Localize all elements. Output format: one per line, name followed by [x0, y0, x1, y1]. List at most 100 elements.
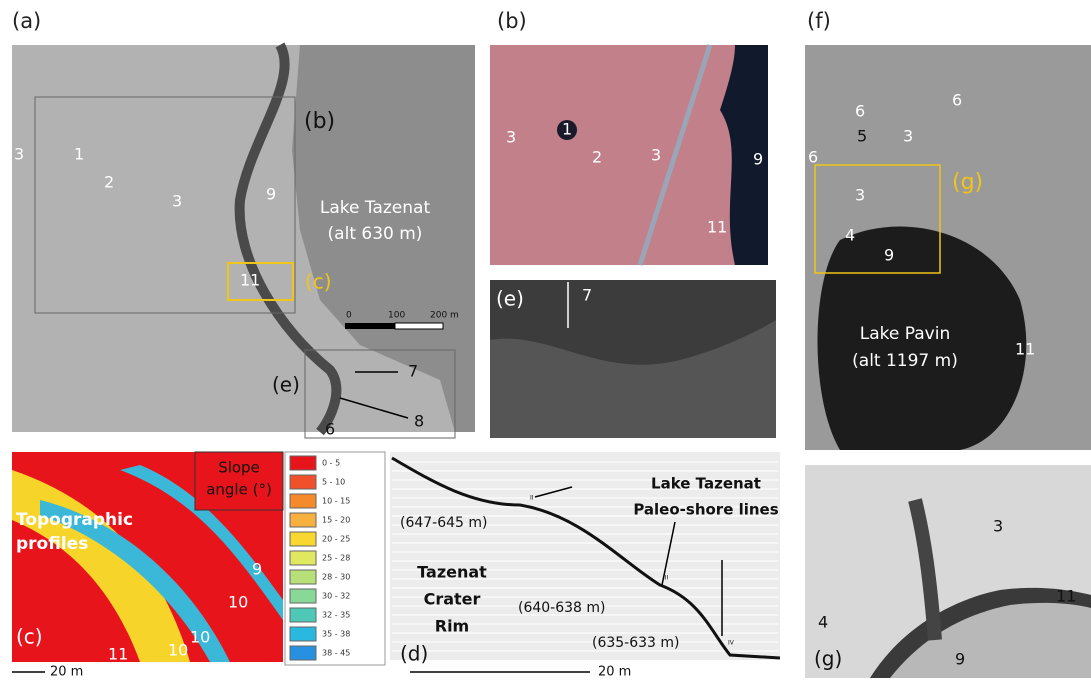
- label: Tazenat: [417, 563, 487, 582]
- lake: [292, 45, 475, 432]
- label: 3: [651, 146, 661, 165]
- legend-swatch: [289, 550, 317, 566]
- label: III: [663, 575, 669, 582]
- label: 6: [952, 91, 962, 110]
- label: 6: [325, 420, 335, 439]
- label: (d): [400, 642, 428, 666]
- profile-plot: [390, 452, 780, 660]
- label: 11: [240, 271, 260, 290]
- label: (c): [305, 270, 332, 294]
- label: 11: [707, 218, 727, 237]
- label: (635-633 m): [592, 635, 680, 651]
- scale-label: 0: [346, 311, 352, 321]
- legend-swatch: [289, 607, 317, 623]
- label: 9: [252, 560, 262, 579]
- panel-label: (a): [12, 9, 41, 33]
- panel-label: (f): [807, 9, 831, 33]
- slope-band: [40, 500, 230, 662]
- legend-label: 30 - 32: [322, 592, 350, 601]
- scale-label: 20 m: [50, 665, 83, 679]
- label: 3: [855, 186, 865, 205]
- label: (alt 630 m): [328, 224, 423, 244]
- label: 2: [592, 148, 602, 167]
- label: 6: [808, 148, 818, 167]
- legend-swatch: [289, 645, 317, 661]
- label: 10: [168, 641, 188, 660]
- scale-label: 200 m: [430, 311, 459, 321]
- label: (c): [16, 625, 43, 649]
- label: (e): [496, 287, 524, 311]
- road: [637, 44, 713, 266]
- label: 11: [1015, 340, 1035, 359]
- label: 11: [1056, 587, 1076, 606]
- lake: [720, 45, 768, 265]
- legend-swatch: [289, 455, 317, 471]
- label: 6: [855, 102, 865, 121]
- legend-swatch: [289, 531, 317, 547]
- legend-title-box: [194, 451, 284, 511]
- label: 8: [414, 412, 424, 431]
- label: 1: [74, 145, 84, 164]
- label: angle (°): [206, 481, 272, 499]
- label: Topographic: [16, 510, 133, 530]
- label: 9: [955, 650, 965, 669]
- scale-bar: [345, 323, 395, 329]
- label: 3: [172, 192, 182, 211]
- label: 9: [753, 150, 763, 169]
- legend-swatch: [289, 512, 317, 528]
- legend-label: 32 - 35: [322, 611, 350, 620]
- arrow: [661, 521, 676, 586]
- legend-label: 5 - 10: [322, 478, 345, 487]
- photo: [490, 45, 768, 265]
- label: Paleo-shore lines: [633, 501, 778, 519]
- label: 7: [582, 286, 592, 305]
- box: [304, 349, 456, 439]
- legend-label: 35 - 38: [322, 630, 350, 639]
- gully: [908, 498, 942, 641]
- label: (647-645 m): [400, 515, 488, 531]
- label: (g): [814, 647, 842, 671]
- label: 4: [818, 613, 828, 632]
- label: 3: [993, 517, 1003, 536]
- label: Slope: [218, 459, 260, 477]
- legend-items: 0 - 5 5 - 10 10 - 15 15 - 20 20 - 25 25 - 28 2…: [289, 455, 350, 661]
- label: 10: [228, 593, 248, 612]
- lake: [890, 602, 1091, 678]
- legend-label: 25 - 28: [322, 554, 350, 563]
- labels-a: 3 1 2 3 (b) 9 Lake Tazenat (alt 630 m) 1…: [14, 109, 430, 439]
- scale-bar: [394, 322, 444, 330]
- label: 9: [266, 185, 276, 204]
- label: 4: [845, 226, 855, 245]
- label: (640-638 m): [518, 600, 606, 616]
- label: IV: [728, 640, 735, 647]
- lake: [817, 226, 1027, 450]
- box: [814, 164, 941, 274]
- legend-label: 0 - 5: [322, 459, 340, 468]
- label: 11: [108, 645, 128, 664]
- legend-label: 15 - 20: [322, 516, 350, 525]
- legend-swatch: [289, 626, 317, 642]
- grid: [392, 461, 778, 652]
- label: 2: [104, 173, 114, 192]
- profiles: [391, 456, 781, 660]
- legend-label: 20 - 25: [322, 535, 350, 544]
- legend-swatch: [289, 588, 317, 604]
- label: 5: [857, 127, 867, 146]
- label: Lake Tazenat: [320, 198, 431, 218]
- label: 9: [884, 246, 894, 265]
- label: Rim: [435, 617, 469, 636]
- arrow: [534, 486, 573, 498]
- crater-rim: [234, 42, 342, 436]
- label: 1: [562, 120, 572, 139]
- legend-swatch: [289, 474, 317, 490]
- label: (b): [304, 109, 335, 134]
- label: (e): [272, 373, 300, 397]
- legend-label: 38 - 45: [322, 649, 350, 658]
- forest: [490, 320, 776, 438]
- scale-label: 20 m: [598, 665, 631, 679]
- label: 7: [408, 362, 418, 381]
- label: II: [530, 495, 534, 502]
- label: 3: [903, 127, 913, 146]
- label: profiles: [16, 534, 88, 554]
